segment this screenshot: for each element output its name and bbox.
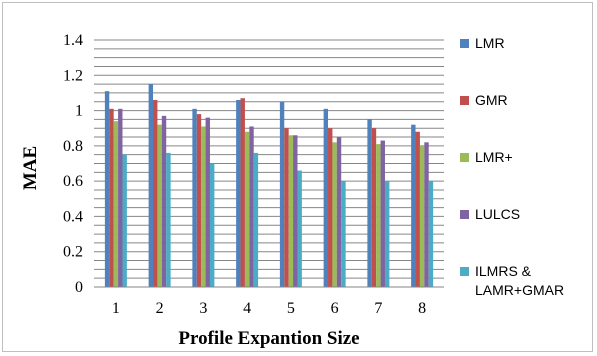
- x-tick-label: 5: [287, 300, 295, 317]
- bar-lmr--8: [419, 145, 425, 287]
- legend-swatch: [460, 153, 469, 162]
- bar-ilmrs-lamr-gmar-2: [166, 152, 171, 287]
- bar-lmr--3: [201, 126, 206, 287]
- legend-label: LMR: [475, 35, 505, 51]
- x-axis-title: Profile Expantion Size: [178, 328, 359, 349]
- legend-label: LMR+: [475, 149, 513, 165]
- bar-lmr-2: [148, 84, 154, 287]
- bar-lmr-8: [411, 124, 416, 287]
- bar-lmr--2: [157, 124, 162, 287]
- legend-swatch: [460, 39, 469, 48]
- legend-swatch: [460, 210, 469, 219]
- x-tick-label: 3: [199, 300, 207, 317]
- x-tick-label: 8: [418, 300, 426, 317]
- bar-lulcs-4: [249, 126, 254, 287]
- bar-lulcs-3: [205, 117, 210, 287]
- y-tick-label: 1.4: [63, 32, 83, 49]
- legend-label: GMR: [475, 92, 508, 108]
- bar-lmr--7: [376, 144, 381, 287]
- y-tick-label: 0.4: [63, 208, 83, 225]
- gridlines: [94, 39, 444, 279]
- x-tick-label: 1: [112, 300, 120, 317]
- bar-lulcs-1: [118, 108, 123, 287]
- x-tick-labels: 1 2 3 4 5 6 7 8: [112, 300, 426, 317]
- bar-ilmrs-lamr-gmar-1: [122, 154, 127, 287]
- y-tick-labels: 0 0.2 0.4 0.6 0.8 1 1.2 1.4: [63, 32, 83, 296]
- bar-gmr-4: [240, 98, 245, 287]
- x-tick-label: 6: [331, 300, 339, 317]
- bar-chart: 0 0.2 0.4 0.6 0.8 1 1.2 1.4 1 2 3 4 5 6 7 8 MAE Profil…: [20, 32, 564, 349]
- x-tick-label: 7: [374, 300, 382, 317]
- bar-gmr-7: [371, 128, 377, 287]
- bar-ilmrs-lamr-gmar-3: [209, 163, 215, 287]
- x-tick-label: 2: [156, 300, 164, 317]
- bar-gmr-6: [328, 128, 333, 287]
- bar-lmr-1: [104, 91, 110, 287]
- y-axis-title: MAE: [20, 146, 41, 190]
- legend: LMR GMR LMR+ LULCS ILMRS & LAMR+GMAR: [460, 35, 564, 298]
- bar-lulcs-7: [380, 140, 385, 287]
- legend-swatch: [460, 267, 469, 276]
- bar-ilmrs-lamr-gmar-4: [253, 152, 259, 287]
- bar-lulcs-2: [161, 115, 167, 287]
- chart-frame: 0 0.2 0.4 0.6 0.8 1 1.2 1.4 1 2 3 4 5 6 7 8 MAE Profil…: [2, 2, 593, 352]
- bars: [104, 84, 434, 288]
- bar-ilmrs-lamr-gmar-8: [428, 181, 434, 287]
- x-tick-label: 4: [243, 300, 251, 317]
- y-tick-label: 0.6: [63, 173, 83, 190]
- bar-lmr--6: [332, 142, 337, 287]
- bar-lulcs-8: [424, 142, 429, 287]
- legend-swatch: [460, 96, 469, 105]
- bar-lulcs-6: [336, 137, 342, 287]
- bar-lmr-3: [192, 108, 197, 287]
- legend-label: LULCS: [475, 206, 520, 222]
- bar-lmr--4: [244, 131, 250, 287]
- bar-gmr-2: [153, 99, 158, 288]
- bar-gmr-1: [109, 108, 114, 287]
- bar-lulcs-5: [293, 135, 298, 287]
- bar-lmr--1: [113, 121, 119, 287]
- bar-lmr-5: [279, 101, 285, 287]
- y-tick-label: 0: [75, 279, 83, 296]
- bar-ilmrs-lamr-gmar-6: [341, 181, 346, 287]
- bar-lmr-6: [323, 108, 329, 287]
- y-tick-label: 0.8: [63, 138, 83, 155]
- bar-gmr-8: [415, 131, 420, 287]
- bar-lmr-4: [236, 99, 241, 288]
- bar-gmr-3: [196, 114, 202, 287]
- y-tick-label: 1: [75, 103, 83, 120]
- y-tick-label: 0.2: [63, 244, 83, 261]
- legend-label: ILMRS & LAMR+GMAR: [475, 263, 564, 298]
- bar-ilmrs-lamr-gmar-5: [297, 170, 302, 287]
- bar-gmr-5: [284, 128, 289, 287]
- bar-lmr--5: [288, 135, 294, 287]
- y-tick-label: 1.2: [63, 67, 83, 84]
- bar-lmr-7: [367, 119, 372, 287]
- bar-ilmrs-lamr-gmar-7: [384, 181, 390, 287]
